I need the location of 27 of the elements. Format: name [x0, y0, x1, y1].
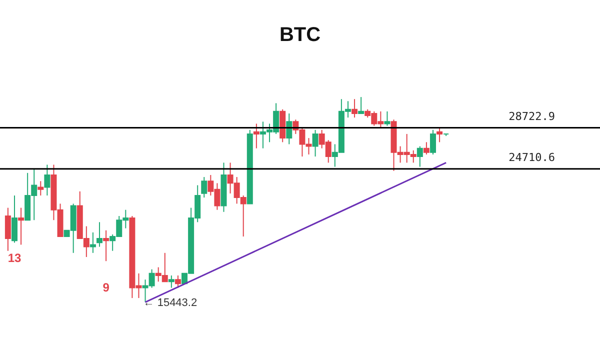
candlestick	[90, 232, 96, 254]
candlestick	[4, 207, 11, 252]
candlestick	[38, 180, 44, 196]
annotation: 13	[8, 250, 22, 265]
candlestick	[312, 129, 318, 158]
candlestick	[96, 222, 102, 248]
annotation: ← 15443.2	[143, 297, 198, 310]
candlestick	[352, 98, 358, 118]
candlestick	[253, 123, 260, 149]
candlestick	[168, 274, 174, 288]
text: 28722.9	[508, 110, 555, 123]
candlestick	[358, 96, 364, 114]
text: 24710.6	[508, 150, 555, 164]
candlestick	[103, 230, 110, 262]
candlestick	[430, 129, 436, 155]
candlestick	[201, 176, 208, 198]
annotation: 9	[102, 280, 110, 294]
candlestick	[18, 207, 24, 246]
candlestick	[436, 127, 443, 143]
candlestick	[384, 110, 390, 126]
candlestick	[423, 142, 430, 155]
candlestick	[44, 164, 50, 196]
candlestick	[11, 194, 18, 244]
candlestick	[286, 112, 292, 145]
candlestick	[416, 146, 423, 168]
candlestick	[174, 274, 181, 288]
chart-title: BTC	[279, 24, 321, 46]
